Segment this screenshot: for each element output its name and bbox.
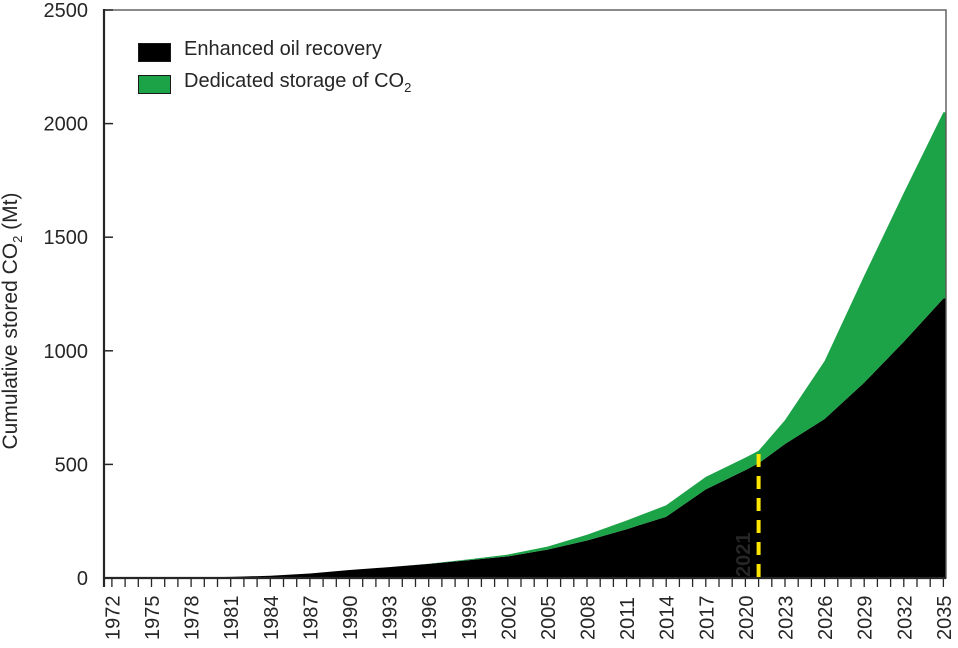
legend-item-eor: Enhanced oil recovery — [138, 39, 411, 62]
x-tick-label: 1999 — [459, 596, 481, 641]
x-tick-label: 1993 — [380, 596, 402, 641]
legend-item-dedicated-storage: Dedicated storage of CO2 — [138, 71, 411, 95]
x-tick-label: 2032 — [894, 596, 916, 641]
y-tick-label: 500 — [55, 454, 88, 476]
x-tick-label: 2005 — [538, 596, 560, 641]
y-axis-title: Cumulative stored CO2 (Mt) — [0, 71, 26, 571]
x-tick-label: 2029 — [855, 596, 877, 641]
y-tick-label: 1000 — [44, 341, 89, 363]
x-tick-label: 2020 — [736, 596, 758, 641]
x-tick-label: 1990 — [340, 596, 362, 641]
x-tick-label: 1978 — [182, 596, 204, 641]
y-tick-label: 0 — [77, 568, 88, 590]
x-tick-label: 2008 — [578, 596, 600, 641]
legend-swatch-eor — [138, 42, 171, 62]
x-tick-label: 1996 — [419, 596, 441, 641]
x-tick-label: 2017 — [696, 596, 718, 641]
y-tick-label: 1500 — [44, 227, 89, 249]
x-tick-label: 1981 — [221, 596, 243, 641]
legend-label-dedicated-storage-text: Dedicated storage of CO — [184, 69, 405, 92]
dedicated-storage-area-series — [111, 112, 946, 578]
y-tick-label: 2500 — [44, 0, 89, 22]
x-tick-label: 1984 — [261, 596, 283, 641]
x-tick-label: 1972 — [102, 596, 124, 641]
legend: Enhanced oil recovery Dedicated storage … — [138, 39, 411, 106]
x-tick-label: 1987 — [300, 596, 322, 641]
legend-swatch-dedicated-storage — [138, 74, 171, 94]
legend-label-dedicated-storage-subscript: 2 — [404, 79, 412, 95]
legend-label-eor: Enhanced oil recovery — [184, 39, 382, 66]
x-tick-label: 2002 — [498, 596, 520, 641]
legend-label-dedicated-storage: Dedicated storage of CO2 — [184, 71, 411, 98]
annotation-2021-label: 2021 — [733, 533, 755, 578]
x-tick-label: 1975 — [142, 596, 164, 641]
y-tick-label: 2000 — [44, 114, 89, 136]
x-tick-label: 2014 — [657, 596, 679, 641]
y-axis-title-subscript: 2 — [10, 235, 26, 243]
x-tick-label: 2026 — [815, 596, 837, 641]
y-axis-title-text: Cumulative stored CO — [0, 242, 22, 450]
x-tick-label: 2035 — [934, 596, 956, 641]
x-tick-label: 2023 — [776, 596, 798, 641]
legend-label-eor-text: Enhanced oil recovery — [184, 37, 382, 60]
y-axis-title-units: (Mt) — [0, 192, 22, 236]
x-tick-label: 2011 — [617, 597, 639, 640]
eor-area-series — [111, 298, 946, 578]
